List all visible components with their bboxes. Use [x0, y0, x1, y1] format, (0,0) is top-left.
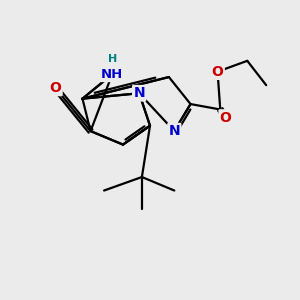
Text: H: H: [108, 55, 117, 64]
Text: O: O: [212, 64, 224, 79]
Text: N: N: [169, 124, 180, 138]
Text: O: O: [220, 111, 232, 124]
Text: O: O: [50, 81, 61, 95]
Text: N: N: [134, 86, 145, 100]
Text: NH: NH: [101, 68, 123, 81]
